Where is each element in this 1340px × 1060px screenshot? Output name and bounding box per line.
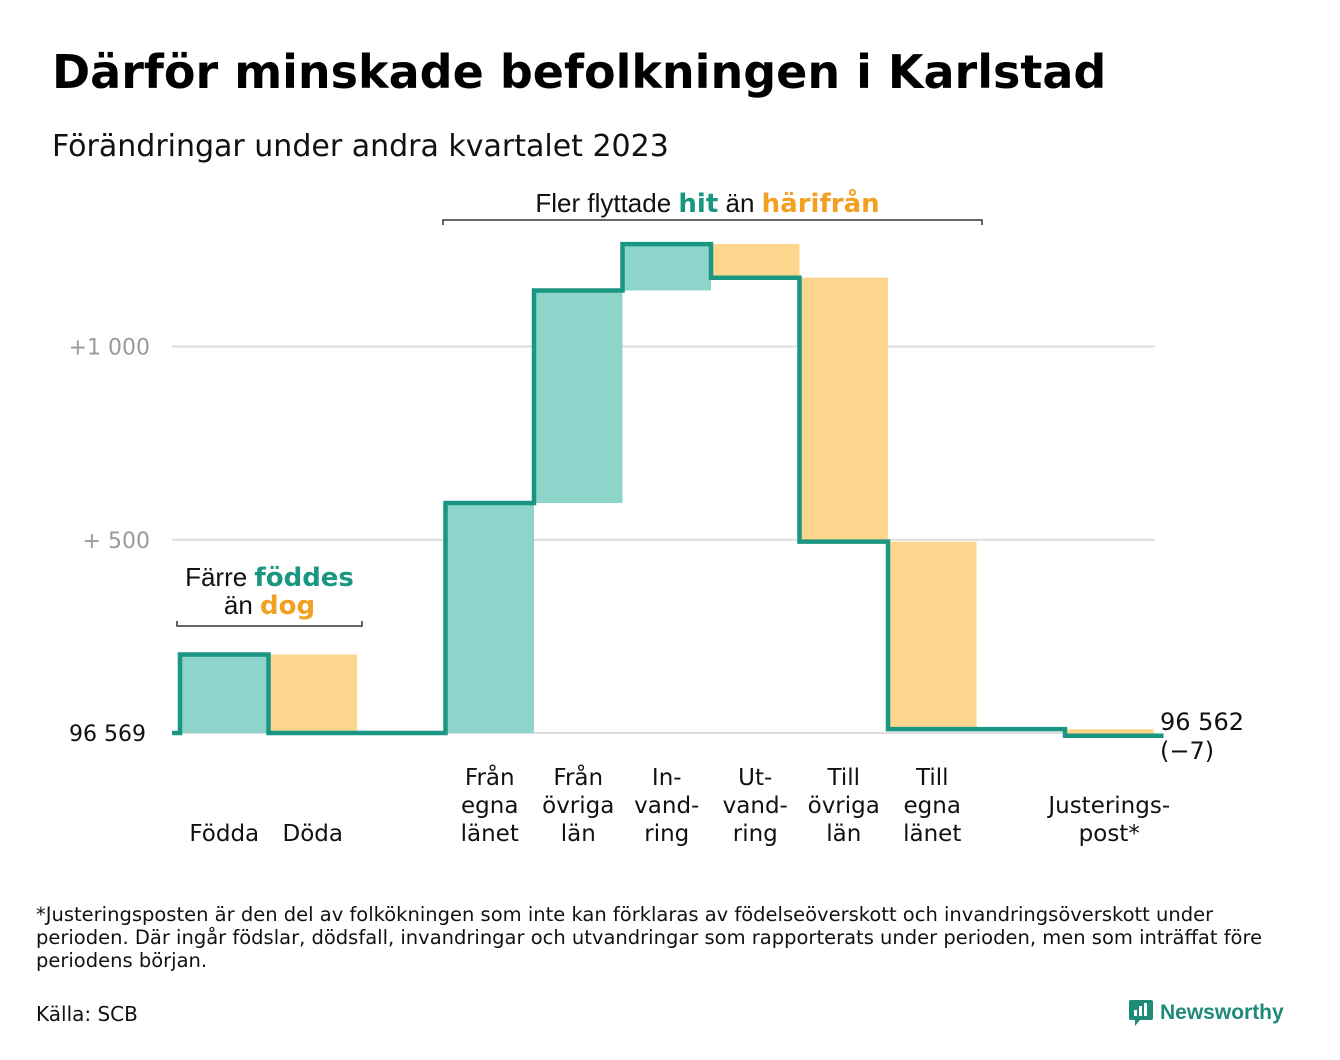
bar-doda [268,654,357,733]
y-axis: + 500 +1 000 96 569 [69,336,150,748]
bar-fodda [180,654,269,733]
y-tick-label: + 500 [83,529,150,554]
x-label-utvandring: ring [733,821,778,847]
brand-logo[interactable]: Newsworthy [1128,998,1284,1028]
x-label-till_egna_lanet: egna [904,793,961,819]
x-label-till_egna_lanet: Till [915,765,949,791]
chart-title: Därför minskade befolkningen i Karlstad [52,45,1106,99]
end-labels: 96 562(−7) [1160,708,1244,765]
births-annotation-line2: än dog [224,590,315,621]
bar-fran_ovriga_lan [534,290,623,504]
x-label-justeringspost: Justerings- [1046,793,1170,819]
bar-invandring [622,244,711,291]
births-annotation-line1: Färre föddes [185,562,354,593]
moves-bracket [442,219,983,225]
bar-justeringspost [1065,729,1154,736]
x-label-utvandring: Ut- [738,765,772,791]
x-label-utvandring: vand- [723,793,788,819]
bar-till_egna_lanet [888,541,977,730]
x-label-doda: Döda [283,821,343,847]
chart-bubble-icon [1129,1000,1153,1026]
x-label-fran_ovriga_lan: Från [553,763,603,791]
x-label-fran_egna_lanet: Från [465,763,515,791]
chart: Därför minskade befolkningen i Karlstad … [52,45,1244,847]
x-label-justeringspost: post* [1079,821,1140,847]
x-label-fran_ovriga_lan: län [561,821,596,847]
bars [180,244,1154,736]
x-label-till_ovriga_lan: Till [826,765,860,791]
bar-fran_egna_lanet [445,503,534,733]
births-bracket [176,621,363,627]
bar-till_ovriga_lan [799,277,888,542]
x-label-fran_ovriga_lan: övriga [542,793,614,819]
x-label-till_egna_lanet: länet [903,821,961,847]
population-step-line [172,241,1164,738]
source: Källa: SCB [36,1002,138,1026]
x-label-fran_egna_lanet: egna [461,793,518,819]
x-label-invandring: In- [652,765,682,791]
end-change-label: (−7) [1160,737,1214,765]
bar-utvandring [711,244,800,278]
footnote: *Justeringsposten är den del av folkökni… [36,903,1263,972]
chart-subtitle: Förändringar under andra kvartalet 2023 [52,129,669,164]
x-label-fodda: Födda [189,821,259,847]
x-label-invandring: ring [644,821,689,847]
y-tick-label: +1 000 [69,336,150,361]
start-value-label: 96 569 [69,722,146,747]
x-label-fran_egna_lanet: länet [461,821,519,847]
x-label-invandring: vand- [634,793,699,819]
step-line [172,241,1164,738]
end-value-label: 96 562 [1160,708,1244,736]
x-axis-labels: Födda DödaFrånegnalänetFrånövrigalänIn-va… [189,763,1170,847]
moves-annotation: Fler flyttade hit än härifrån [535,187,879,219]
brand-name: Newsworthy [1160,1001,1284,1024]
x-label-till_ovriga_lan: övriga [808,793,880,819]
x-label-till_ovriga_lan: län [826,821,861,847]
